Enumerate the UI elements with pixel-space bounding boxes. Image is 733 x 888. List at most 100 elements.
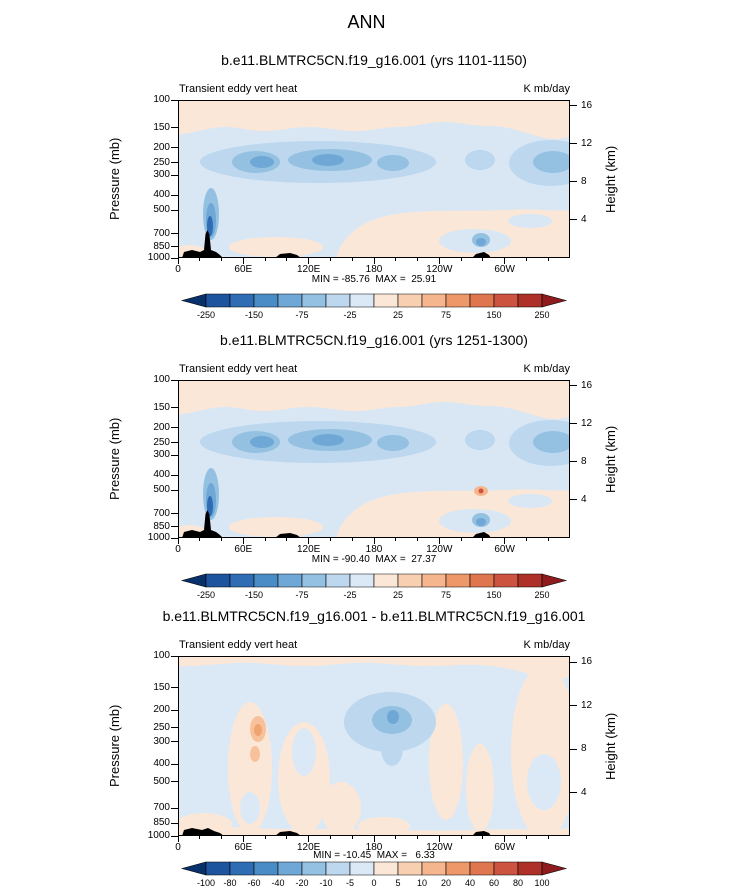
height-tick-label: 8 <box>581 455 587 467</box>
colorbar-segment <box>205 293 231 308</box>
colorbar-segment <box>325 293 351 308</box>
tick-mark <box>171 822 178 824</box>
colorbar-segment <box>325 861 351 876</box>
colorbar-tick-label: 40 <box>465 878 475 888</box>
lon-tick-label: 0 <box>175 842 181 853</box>
pressure-tick-label: 500 <box>153 204 170 216</box>
tick-mark <box>221 538 223 541</box>
tick-mark <box>171 407 178 409</box>
lon-tick-label: 180 <box>365 264 383 275</box>
tick-mark <box>171 727 178 729</box>
tick-mark <box>171 99 178 101</box>
height-axis-title: Height (km) <box>603 712 618 780</box>
pressure-tick-label: 250 <box>153 436 170 448</box>
tick-mark <box>308 836 310 842</box>
panel-title-row: b.e11.BLMTRC5CN.f19_g16.001 - b.e11.BLMT… <box>163 608 586 624</box>
tick-mark <box>373 258 375 264</box>
colorbar-tick-label: 60 <box>489 878 499 888</box>
tick-mark <box>171 655 178 657</box>
colorbar-segment <box>229 293 255 308</box>
tick-mark <box>570 499 577 501</box>
colorbar-segment <box>325 573 351 588</box>
colorbar-segment <box>493 293 519 308</box>
tick-mark <box>264 538 266 541</box>
colorbar-tick-label: 150 <box>486 590 501 600</box>
tick-mark <box>171 537 178 539</box>
colorbar-segment <box>541 861 568 876</box>
colorbar-segment <box>301 573 327 588</box>
minmax-label: MIN = -85.76 MAX = 25.91 <box>311 274 437 285</box>
panel-title: b.e11.BLMTRC5CN.f19_g16.001 - b.e11.BLMT… <box>162 608 586 624</box>
colorbar-tick-label: -150 <box>245 310 263 320</box>
colorbar-tick-label: 250 <box>534 310 549 320</box>
tick-mark <box>329 836 331 839</box>
lon-tick-label: 60E <box>234 264 253 275</box>
tick-mark <box>438 836 440 842</box>
colorbar-segment <box>493 861 519 876</box>
colorbar: -250 -150 -75 -25 25 75 150 250 <box>180 573 568 600</box>
pressure-axis-title: Pressure (mb) <box>107 417 122 501</box>
colorbar-segment <box>445 293 471 308</box>
colorbar-segment <box>445 573 471 588</box>
tick-mark <box>504 258 506 264</box>
field-fill-art <box>178 656 570 836</box>
tick-mark <box>308 538 310 544</box>
colorbar-segment <box>541 573 568 588</box>
panel-title-row: b.e11.BLMTRC5CN.f19_g16.001 (yrs 1101-11… <box>178 52 570 68</box>
colorbar: -250 -150 -75 -25 25 75 150 250 <box>180 293 568 320</box>
tick-mark <box>570 143 577 145</box>
tick-mark <box>570 705 577 707</box>
tick-mark <box>171 709 178 711</box>
pressure-tick-label: 150 <box>153 681 170 693</box>
colorbar-tick-label: 80 <box>513 878 523 888</box>
tick-mark <box>570 181 577 183</box>
pressure-tick-label: 700 <box>153 802 170 814</box>
height-tick-label: 12 <box>581 137 593 149</box>
colorbar-segment <box>277 293 303 308</box>
tick-mark <box>570 792 577 794</box>
colorbar-segment <box>445 861 471 876</box>
colorbar-segment <box>517 861 543 876</box>
colorbar-segment <box>349 573 375 588</box>
pressure-tick-label: 1000 <box>147 532 170 543</box>
colorbar-segment <box>229 861 255 876</box>
tick-mark <box>482 258 484 261</box>
colorbar-segment <box>541 293 568 308</box>
tick-mark <box>570 461 577 463</box>
colorbar-tick-label: -25 <box>343 590 356 600</box>
colorbar-segment <box>421 573 447 588</box>
colorbar-tick-label: -100 <box>197 878 215 888</box>
pressure-tick-label: 200 <box>153 141 170 153</box>
tick-mark <box>570 219 577 221</box>
tick-mark <box>286 258 288 261</box>
lon-tick-label: 60E <box>234 842 253 853</box>
lon-tick-label: 0 <box>175 264 181 275</box>
tick-mark <box>570 423 577 425</box>
colorbar-segment <box>397 573 423 588</box>
lon-tick-label: 120E <box>296 842 321 853</box>
tick-mark <box>504 836 506 842</box>
tick-mark <box>177 258 179 264</box>
tick-mark <box>395 538 397 541</box>
tick-mark <box>199 258 201 261</box>
colorbar-segment <box>373 293 399 308</box>
pressure-tick-label: 700 <box>153 507 170 519</box>
height-tick-label: 4 <box>581 786 587 798</box>
pressure-axis-title: Pressure (mb) <box>107 704 122 788</box>
colorbar-tick-label: 75 <box>441 310 451 320</box>
pressure-tick-label: 700 <box>153 227 170 239</box>
tick-mark <box>351 836 353 839</box>
colorbar: -100 -80 -60 -40 -20 -10 -5 0 5 10 20 40 60 80 100 <box>180 861 568 888</box>
tick-mark <box>171 513 178 515</box>
height-tick-label: 12 <box>581 699 593 711</box>
tick-mark <box>525 258 527 261</box>
tick-mark <box>417 538 419 541</box>
colorbar-segment <box>205 573 231 588</box>
pressure-axis-title: Pressure (mb) <box>107 137 122 221</box>
tick-mark <box>308 258 310 264</box>
lon-tick-label: 120W <box>426 544 453 555</box>
contour-plot-area: 100 150 200 250 300 400 500 700 850 1000 16 12 8 4 0 60… <box>148 651 592 854</box>
tick-mark <box>525 836 527 839</box>
height-tick-label: 16 <box>581 379 593 391</box>
